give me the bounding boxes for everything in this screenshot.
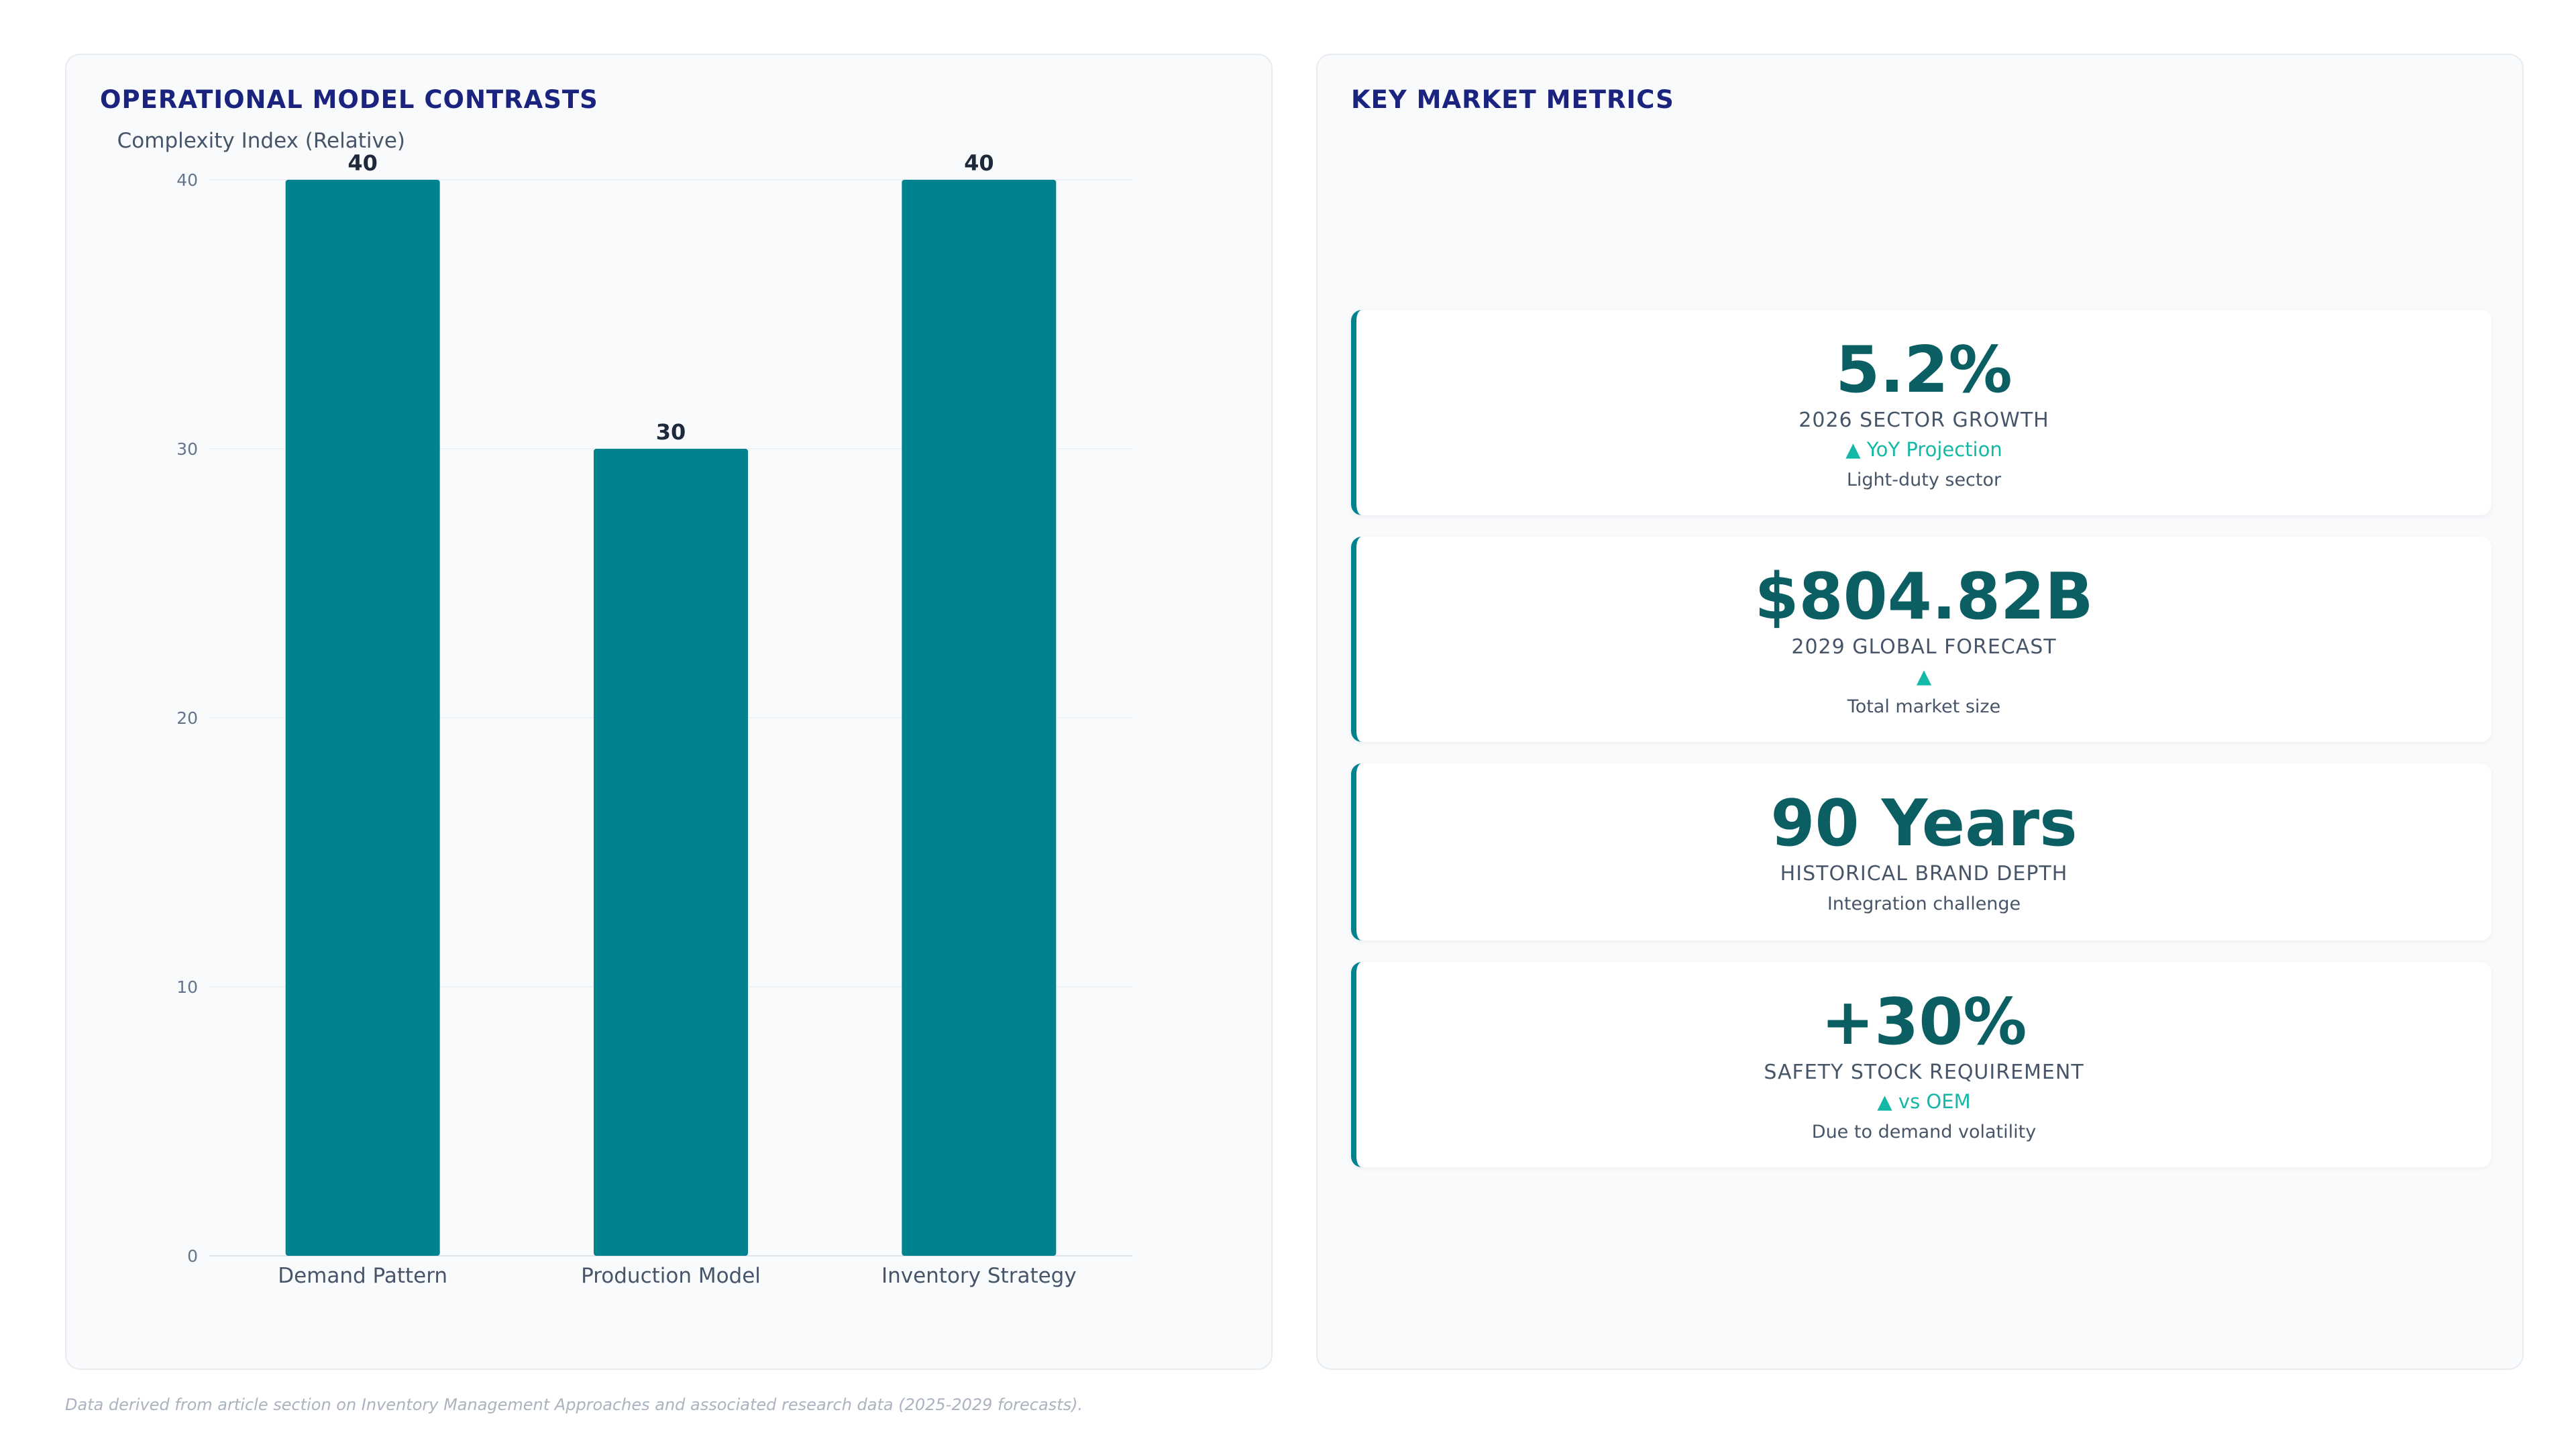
y-tick-label: 20 [176, 708, 198, 728]
metric-card-safety-stock: +30% SAFETY STOCK REQUIREMENT ▲ vs OEM D… [1351, 962, 2491, 1167]
metrics-panel-title: KEY MARKET METRICS [1351, 85, 1674, 114]
metric-card-sector-growth: 5.2% 2026 SECTOR GROWTH ▲ YoY Projection… [1351, 310, 2491, 515]
bar-chart: 0 10 20 30 40 40 Demand Pattern 30 Production Mo… [117, 129, 1133, 1288]
chart-bar[interactable] [594, 449, 748, 1256]
x-category-label: Demand Pattern [278, 1264, 447, 1288]
y-tick-label: 10 [176, 977, 198, 997]
y-tick-label: 30 [176, 439, 198, 459]
chart-bar[interactable] [285, 180, 440, 1256]
metric-value: 90 Years [1770, 787, 2078, 861]
metric-card-global-forecast: $804.82B 2029 GLOBAL FORECAST ▲ Total ma… [1351, 537, 2491, 742]
y-tick-label: 40 [176, 170, 198, 190]
bar-value-label: 40 [964, 150, 994, 176]
metric-trend: ▲ [1916, 665, 1932, 688]
metric-label: 2029 GLOBAL FORECAST [1791, 635, 2057, 659]
bar-value-label: 40 [347, 150, 378, 176]
metric-note: Total market size [1847, 696, 2001, 717]
metric-card-brand-depth: 90 Years HISTORICAL BRAND DEPTH Integrat… [1351, 763, 2491, 941]
x-category-label: Inventory Strategy [881, 1264, 1077, 1288]
metric-trend: ▲ vs OEM [1877, 1090, 1971, 1113]
metric-value: 5.2% [1835, 333, 2012, 407]
chart-labels: 0 10 20 30 40 40 Demand Pattern 30 Production Mo… [176, 150, 1077, 1288]
metric-note: Due to demand volatility [1811, 1122, 2037, 1142]
metric-label: HISTORICAL BRAND DEPTH [1780, 862, 2068, 885]
metric-trend: ▲ YoY Projection [1845, 438, 2002, 461]
footer-source-note: Data derived from article section on Inv… [65, 1395, 1083, 1414]
x-category-label: Production Model [581, 1264, 761, 1288]
metrics-panel: KEY MARKET METRICS 5.2% 2026 SECTOR GROW… [1316, 54, 2524, 1370]
chart-bars [285, 180, 1057, 1256]
y-tick-label: 0 [187, 1246, 198, 1266]
metric-note: Light-duty sector [1846, 470, 2002, 490]
metric-label: SAFETY STOCK REQUIREMENT [1764, 1061, 2084, 1084]
chart-panel-title: OPERATIONAL MODEL CONTRASTS [100, 85, 598, 114]
metric-note: Integration challenge [1827, 894, 2021, 914]
metric-label: 2026 SECTOR GROWTH [1799, 409, 2049, 432]
metric-value: +30% [1821, 985, 2027, 1059]
bar-value-label: 30 [656, 419, 686, 445]
metric-value: $804.82B [1754, 560, 2094, 634]
chart-bar[interactable] [902, 180, 1057, 1256]
y-axis-label: Complexity Index (Relative) [117, 129, 405, 153]
chart-panel: OPERATIONAL MODEL CONTRASTS 0 10 20 30 40 40 D… [65, 54, 1273, 1370]
